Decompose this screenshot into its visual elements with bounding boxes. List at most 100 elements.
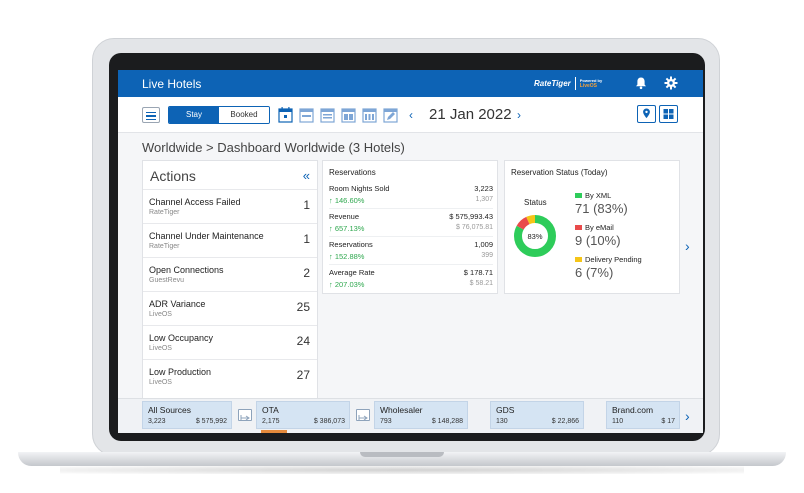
- metric-label: Revenue: [329, 212, 360, 221]
- action-item[interactable]: Channel Access Failed RateTiger 1: [143, 189, 317, 223]
- calendar-edit-icon[interactable]: [383, 106, 398, 123]
- action-count: 24: [296, 334, 310, 348]
- source-value: $ 148,288: [431, 418, 463, 425]
- calendar-week-icon[interactable]: [299, 106, 314, 123]
- stay-tab[interactable]: Stay: [169, 107, 219, 123]
- calendar-year-icon[interactable]: [362, 106, 377, 123]
- booked-tab[interactable]: Booked: [219, 107, 269, 123]
- selected-date[interactable]: 21 Jan 2022: [429, 106, 512, 123]
- laptop-base: [18, 452, 786, 466]
- source-count: 130: [496, 418, 508, 425]
- legend-value: 6 (7%): [575, 265, 614, 280]
- source-name: Wholesaler: [380, 405, 423, 415]
- gear-icon[interactable]: [664, 76, 678, 90]
- grid-view-button[interactable]: [659, 105, 678, 123]
- source-tile[interactable]: GDS 130 $ 22,866: [490, 401, 584, 429]
- location-pin-icon: [643, 108, 650, 119]
- metric-current: $ 575,993.43: [449, 212, 493, 221]
- sources-next-button[interactable]: ›: [685, 408, 690, 424]
- action-name: Channel Access Failed: [149, 197, 241, 207]
- stay-booked-toggle: Stay Booked: [168, 106, 270, 124]
- status-chart-label: Status: [524, 198, 547, 207]
- source-tile[interactable]: Wholesaler 793 $ 148,288: [374, 401, 468, 429]
- donut-center-label: 83%: [527, 232, 542, 241]
- action-item[interactable]: ADR Variance LiveOS 25: [143, 291, 317, 325]
- legend-item: By eMail 9 (10%): [575, 223, 621, 248]
- cards-next-button[interactable]: ›: [685, 238, 690, 254]
- metric-current: $ 178.71: [463, 268, 493, 277]
- action-name: Low Production: [149, 367, 212, 377]
- legend-label: By XML: [585, 191, 612, 200]
- reservations-title: Reservations: [329, 168, 376, 177]
- source-tile[interactable]: OTA 2,175 $ 386,073: [256, 401, 350, 429]
- action-source: LiveOS: [149, 379, 172, 386]
- collapse-icon[interactable]: «: [302, 168, 310, 183]
- metric-row: Room Nights Sold 3,223 ↑ 146.60% 1,307: [329, 181, 493, 209]
- hamburger-menu-button[interactable]: [142, 107, 160, 123]
- app-screen: Live Hotels RateTiger Powered by LiveOS: [118, 70, 703, 433]
- action-source: GuestRevu: [149, 277, 185, 284]
- app-title: Live Hotels: [142, 77, 202, 91]
- action-source: RateTiger: [149, 243, 180, 250]
- active-source-indicator: [261, 430, 287, 433]
- source-value: $ 575,992: [195, 418, 227, 425]
- action-count: 27: [296, 368, 310, 382]
- metric-previous: 399: [481, 252, 493, 259]
- metric-current: 3,223: [474, 184, 493, 193]
- metric-previous: 1,307: [475, 196, 493, 203]
- source-count: 793: [380, 418, 392, 425]
- reservation-status-card[interactable]: Reservation Status (Today) Status 83% By…: [504, 160, 680, 294]
- source-name: Brand.com: [612, 405, 654, 415]
- actions-title: Actions: [150, 168, 196, 184]
- donut-segment-2: [514, 215, 556, 257]
- legend-swatch: [575, 193, 582, 198]
- source-tile[interactable]: Brand.com 110 $ 17: [606, 401, 680, 429]
- status-donut-chart: 83%: [514, 215, 556, 257]
- source-name: All Sources: [148, 405, 191, 415]
- bell-icon[interactable]: [634, 76, 648, 90]
- source-value: $ 386,073: [313, 418, 345, 425]
- metric-label: Average Rate: [329, 268, 375, 277]
- source-value: $ 22,866: [551, 418, 579, 425]
- calendar-month-icon[interactable]: [320, 106, 335, 123]
- metric-label: Room Nights Sold: [329, 184, 390, 193]
- metric-change: ↑ 207.03%: [329, 280, 365, 289]
- reservations-card[interactable]: Reservations Room Nights Sold 3,223 ↑ 14…: [322, 160, 498, 294]
- legend-value: 71 (83%): [575, 201, 628, 216]
- metric-row: Average Rate $ 178.71 ↑ 207.03% $ 58.21: [329, 265, 493, 293]
- brand-logo: RateTiger Powered by LiveOS: [534, 76, 602, 91]
- map-view-button[interactable]: [637, 105, 656, 123]
- legend-label: By eMail: [585, 223, 614, 232]
- brand-name: RateTiger: [534, 79, 571, 88]
- grid-icon: [663, 109, 674, 119]
- action-item[interactable]: Low Production LiveOS 27: [143, 359, 317, 393]
- metric-previous: $ 76,075.81: [456, 224, 493, 231]
- status-title: Reservation Status (Today): [511, 168, 608, 177]
- metric-change: ↑ 152.88%: [329, 252, 365, 261]
- action-item[interactable]: Open Connections GuestRevu 2: [143, 257, 317, 291]
- transfer-icon[interactable]: [356, 409, 370, 421]
- action-item[interactable]: Channel Under Maintenance RateTiger 1: [143, 223, 317, 257]
- laptop-notch: [360, 452, 444, 457]
- laptop-shadow: [60, 466, 744, 474]
- up-arrow-icon: ↑: [329, 252, 333, 261]
- metric-row: Revenue $ 575,993.43 ↑ 657.13% $ 76,075.…: [329, 209, 493, 237]
- action-count: 1: [303, 232, 310, 246]
- sources-strip: All Sources 3,223 $ 575,992 OTA 2,175 $ …: [118, 398, 703, 433]
- source-count: 110: [612, 418, 624, 425]
- action-name: ADR Variance: [149, 299, 206, 309]
- metric-row: Reservations 1,009 ↑ 152.88% 399: [329, 237, 493, 265]
- powered-by: Powered by LiveOS: [579, 78, 603, 89]
- transfer-icon[interactable]: [238, 409, 252, 421]
- metric-label: Reservations: [329, 240, 373, 249]
- action-count: 2: [303, 266, 310, 280]
- calendar-day-icon[interactable]: [278, 106, 293, 123]
- prev-date-button[interactable]: ‹: [409, 108, 413, 122]
- source-tile[interactable]: All Sources 3,223 $ 575,992: [142, 401, 232, 429]
- next-date-button[interactable]: ›: [517, 108, 521, 122]
- legend-label: Delivery Pending: [585, 255, 642, 264]
- legend-item: Delivery Pending 6 (7%): [575, 255, 642, 280]
- breadcrumb: Worldwide > Dashboard Worldwide (3 Hotel…: [142, 140, 405, 155]
- action-item[interactable]: Low Occupancy LiveOS 24: [143, 325, 317, 359]
- calendar-quarter-icon[interactable]: [341, 106, 356, 123]
